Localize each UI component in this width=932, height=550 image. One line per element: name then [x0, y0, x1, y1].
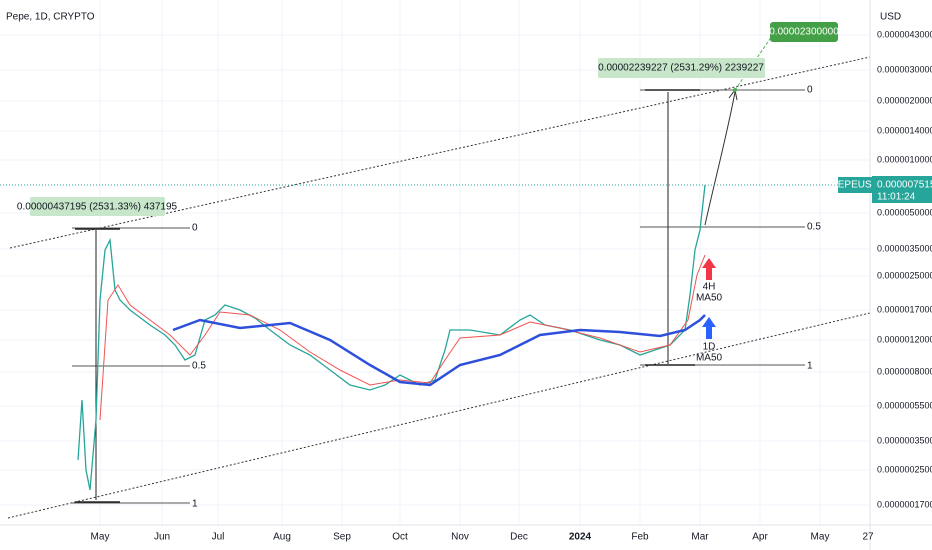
fib-label: 1	[807, 361, 813, 372]
ma-label: 4H	[703, 282, 716, 293]
x-label: 27	[862, 532, 874, 543]
fib-label: 1	[192, 499, 198, 510]
target-box	[770, 22, 838, 42]
x-label: May	[91, 532, 110, 543]
ma-label: 1D	[703, 342, 716, 353]
y-label: 0.00000080000	[877, 366, 932, 376]
price-tag	[872, 176, 932, 203]
x-label: Sep	[333, 532, 351, 543]
arrow-1d	[702, 317, 716, 339]
arrow-4h	[702, 258, 716, 280]
symbol-tag	[838, 177, 872, 193]
ma-label: MA50	[696, 353, 723, 364]
x-label: Mar	[691, 532, 709, 543]
x-label: 2024	[569, 532, 592, 543]
y-label: 0.00000120000	[877, 334, 932, 344]
y-label: 0.00000500000	[877, 207, 932, 217]
measure-label: 0.00002239227 (2531.29%) 2239227	[598, 63, 764, 74]
x-label: Oct	[392, 532, 408, 543]
measure-label: 0.00000437195 (2531.33%) 437195	[17, 202, 178, 213]
fib-label: 0	[192, 223, 198, 234]
y-label: 0.00000300000	[877, 64, 932, 74]
ma-1d	[172, 314, 706, 387]
x-label: Feb	[631, 532, 649, 543]
x-label: Aug	[273, 532, 291, 543]
measure-box	[598, 58, 765, 78]
currency[interactable]: USD	[880, 12, 901, 23]
price-label: 0.00000751570	[877, 180, 932, 191]
ma-label: MA50	[696, 293, 723, 304]
countdown: 11:01:24	[877, 192, 916, 203]
y-label: 0.00000430000	[877, 29, 932, 39]
x-label: Nov	[451, 532, 469, 543]
symbol-label: PEPEUSD	[831, 180, 879, 191]
fib-label: 0	[807, 85, 813, 96]
measure-box	[30, 197, 165, 216]
y-label: 0.00000170000	[877, 304, 932, 314]
chart-title: Pepe, 1D, CRYPTO	[6, 12, 95, 23]
x-label: Dec	[510, 532, 528, 543]
y-label: 0.00000250000	[877, 270, 932, 280]
fib-label: 0.5	[807, 222, 821, 233]
y-label: 0.00000350000	[877, 243, 932, 253]
fib-label: 0.5	[192, 361, 206, 372]
y-label: 0.00000200000	[877, 95, 932, 105]
price-axis	[870, 0, 932, 550]
fib-drawings	[72, 35, 805, 504]
x-label: Apr	[752, 532, 768, 543]
x-label: Jul	[212, 532, 225, 543]
channel	[7, 56, 871, 519]
target-label: 0.00002300000	[769, 27, 839, 38]
y-label: 0.00000055000	[877, 400, 932, 410]
y-label: 0.00000140000	[877, 125, 932, 135]
price-candles	[77, 184, 706, 491]
y-label: 0.00000035000	[877, 435, 932, 445]
x-label: May	[811, 532, 830, 543]
y-label: 0.00000017000	[877, 499, 932, 509]
y-label: 0.00000025000	[877, 464, 932, 474]
y-label: 0.00000100000	[877, 154, 932, 164]
x-label: Jun	[154, 532, 170, 543]
